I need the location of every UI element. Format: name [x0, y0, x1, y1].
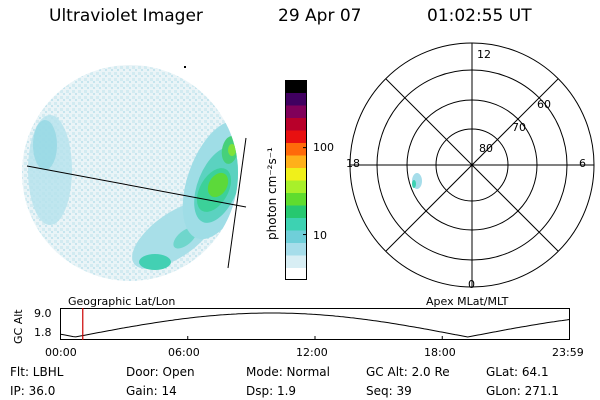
colorbar-segment: [285, 155, 307, 168]
time-label: 01:02:55 UT: [427, 6, 532, 26]
colorbar-segment: [285, 167, 307, 181]
door-info: Door: Open: [126, 365, 195, 379]
ip-info: IP: 36.0: [10, 384, 56, 398]
colorbar-segment: [285, 142, 307, 156]
colorbar-segment: [285, 192, 307, 206]
colorbar-segment: [285, 92, 307, 106]
colorbar-segment: [285, 205, 307, 218]
date-label: 29 Apr 07: [278, 6, 362, 26]
altitude-curve: [60, 312, 570, 338]
glon-info: GLon: 271.1: [486, 384, 559, 398]
gain-info: Gain: 14: [126, 384, 177, 398]
timeline-left-title: Geographic Lat/Lon: [68, 295, 176, 308]
colorbar-segment: [285, 130, 307, 143]
colorbar-segment: [285, 80, 307, 93]
app-title: Ultraviolet Imager: [49, 6, 203, 26]
timeline-right-title: Apex MLat/MLT: [426, 295, 509, 308]
timeline-ytick: 9.0: [34, 307, 52, 320]
colorbar-unit-label: photon cm⁻²s⁻¹: [265, 147, 279, 240]
timeline-xtick: 00:00: [45, 346, 77, 359]
polar-plot: [349, 42, 595, 288]
polar-lat-label-80: 80: [479, 142, 493, 155]
colorbar-frame: [285, 80, 307, 280]
polar-label-18: 18: [346, 157, 360, 170]
mode-info: Mode: Normal: [246, 365, 330, 379]
colorbar-segment: [285, 242, 307, 256]
timeline-ylabel: GC Alt: [12, 309, 25, 344]
colorbar-tick-label: 10: [313, 229, 327, 242]
polar-label-6: 6: [579, 157, 586, 170]
colorbar-segment: [285, 217, 307, 231]
colorbar-segment: [285, 180, 307, 193]
polar-label-0: 0: [468, 278, 475, 291]
timeline-xtick: 18:00: [424, 346, 456, 359]
gc-alt-info: GC Alt: 2.0 Re: [366, 365, 450, 379]
timeline-xtick: 12:00: [296, 346, 328, 359]
colorbar-segment: [285, 255, 307, 268]
colorbar-segment: [285, 117, 307, 131]
polar-lat-label-70: 70: [512, 121, 526, 134]
colorbar: [285, 80, 307, 281]
dsp-info: Dsp: 1.9: [246, 384, 297, 398]
colorbar-segment: [285, 105, 307, 118]
polar-label-12: 12: [477, 48, 491, 61]
colorbar-segment: [285, 267, 307, 281]
timeline-xtick: 23:59: [552, 346, 584, 359]
glat-info: GLat: 64.1: [486, 365, 549, 379]
polar-lat-label-60: 60: [537, 98, 551, 111]
timeline-ytick: 1.8: [34, 326, 52, 339]
colorbar-segment: [285, 230, 307, 243]
filter-info: Flt: LBHL: [10, 365, 64, 379]
seq-info: Seq: 39: [366, 384, 412, 398]
timeline-xtick: 06:00: [168, 346, 200, 359]
timeline-frame: [60, 308, 570, 340]
auroral-image: [22, 65, 247, 281]
colorbar-tick-label: 100: [313, 141, 334, 154]
timeline-plot: [60, 308, 570, 340]
